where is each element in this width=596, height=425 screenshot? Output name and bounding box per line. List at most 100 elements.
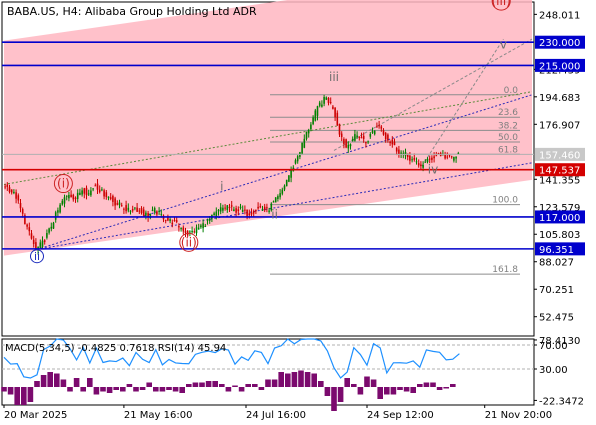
candle-body xyxy=(444,154,446,159)
macd-histogram-bar xyxy=(21,387,27,405)
macd-histogram-bar xyxy=(311,373,317,387)
candle-body xyxy=(112,195,114,202)
x-tick-label: 24 Sep 12:00 xyxy=(367,410,434,421)
fib-label: 161.8 xyxy=(492,265,518,275)
candle-body xyxy=(329,101,332,103)
macd-histogram-bar xyxy=(73,378,80,387)
macd-histogram-bar xyxy=(377,387,383,399)
candle-body xyxy=(453,156,455,161)
candle-body xyxy=(433,156,435,159)
macd-histogram-bar xyxy=(331,387,337,411)
candle-body xyxy=(360,137,363,139)
macd-histogram-bar xyxy=(423,382,430,387)
candle-body xyxy=(402,153,405,155)
candle-body xyxy=(323,96,325,104)
fib-label: 50.0 xyxy=(498,133,518,143)
level-price-label: 147.537 xyxy=(539,166,580,177)
macd-histogram-bar xyxy=(436,387,443,390)
candle-body xyxy=(13,191,15,194)
candle-body xyxy=(114,198,116,206)
projection-wave-v xyxy=(421,38,504,167)
candle-body xyxy=(28,227,31,232)
candle-body xyxy=(233,209,235,212)
y-tick-label: 105.803 xyxy=(539,230,580,241)
macd-histogram-bar xyxy=(205,381,212,387)
candle-body xyxy=(321,104,323,107)
wave-label: (iii) xyxy=(492,0,511,8)
candle-body xyxy=(281,189,284,194)
candle-body xyxy=(54,212,57,220)
candle-body xyxy=(411,159,413,161)
macd-histogram-bar xyxy=(106,387,113,393)
candle-body xyxy=(180,227,182,229)
candle-body xyxy=(349,144,352,147)
time-axis: 20 Mar 2025 21 May 16:00 24 Jul 16:00 24 Se… xyxy=(3,405,552,421)
indicator-y-tick-label: -22.3472 xyxy=(539,396,584,407)
candle-body xyxy=(138,210,141,212)
candle-body xyxy=(325,97,328,100)
candle-body xyxy=(277,196,279,199)
candle-body xyxy=(140,208,143,214)
macd-histogram-bar xyxy=(80,387,86,392)
candle-body xyxy=(68,194,70,199)
macd-histogram-bar xyxy=(245,384,251,387)
candle-body xyxy=(96,183,99,190)
candle-body xyxy=(417,163,420,166)
macd-histogram-bar xyxy=(60,379,67,387)
candle-body xyxy=(219,207,222,212)
candle-body xyxy=(305,131,308,139)
candle-body xyxy=(228,207,231,209)
macd-histogram-bar xyxy=(1,387,7,392)
candle-body xyxy=(327,97,330,103)
macd-histogram-bar xyxy=(186,384,192,387)
candle-body xyxy=(17,195,20,201)
channel-layer xyxy=(4,0,532,256)
macd-histogram-bar xyxy=(265,379,271,387)
macd-histogram-bar xyxy=(232,385,238,387)
macd-histogram-bar xyxy=(113,387,119,390)
macd-histogram-bar xyxy=(417,384,423,387)
candle-body xyxy=(226,205,229,210)
candle-body xyxy=(87,193,90,195)
indicator-panel: MACD(5,34,5) -0.4825 0.7618 RSI(14) 45.9… xyxy=(1,338,535,411)
candle-body xyxy=(147,213,149,218)
candle-body xyxy=(382,130,385,135)
candle-body xyxy=(250,212,253,215)
candle-body xyxy=(384,132,387,140)
candle-body xyxy=(239,206,242,209)
wave-label: iii xyxy=(329,70,339,84)
macd-histogram-bar xyxy=(14,387,20,405)
wave-label: (i) xyxy=(57,177,70,191)
macd-histogram-bar xyxy=(271,379,278,387)
x-tick-label: 24 Jul 16:00 xyxy=(246,410,306,421)
candle-body xyxy=(173,220,176,222)
macd-histogram-bar xyxy=(212,381,218,387)
candle-body xyxy=(72,194,75,200)
macd-histogram-bar xyxy=(219,384,225,387)
candle-body xyxy=(118,202,121,205)
candle-body xyxy=(149,213,152,218)
macd-histogram-bar xyxy=(258,387,265,390)
fib-label: 61.8 xyxy=(498,145,518,155)
candle-body xyxy=(160,213,163,215)
macd-histogram-bar xyxy=(397,387,403,390)
y-tick-label: 141.355 xyxy=(539,175,580,186)
candle-body xyxy=(191,230,193,233)
horizontal-level-layer xyxy=(2,41,534,250)
macd-histogram-bar xyxy=(351,384,357,387)
macd-histogram-bar xyxy=(120,387,126,392)
candle-body xyxy=(259,206,262,208)
macd-histogram-bar xyxy=(87,378,93,387)
candle-body xyxy=(105,192,108,198)
y-tick-label: 52.475 xyxy=(539,313,574,324)
candle-body xyxy=(129,210,132,212)
candle-body xyxy=(46,233,48,238)
macd-histogram-bar xyxy=(166,387,172,390)
candle-body xyxy=(193,231,196,233)
y-tick-label: 88.027 xyxy=(539,258,574,269)
candle-body xyxy=(437,153,440,155)
wave-label: ii xyxy=(271,207,278,221)
macd-histogram-bar xyxy=(34,381,40,387)
candle-body xyxy=(257,206,259,209)
candle-body xyxy=(283,185,286,190)
